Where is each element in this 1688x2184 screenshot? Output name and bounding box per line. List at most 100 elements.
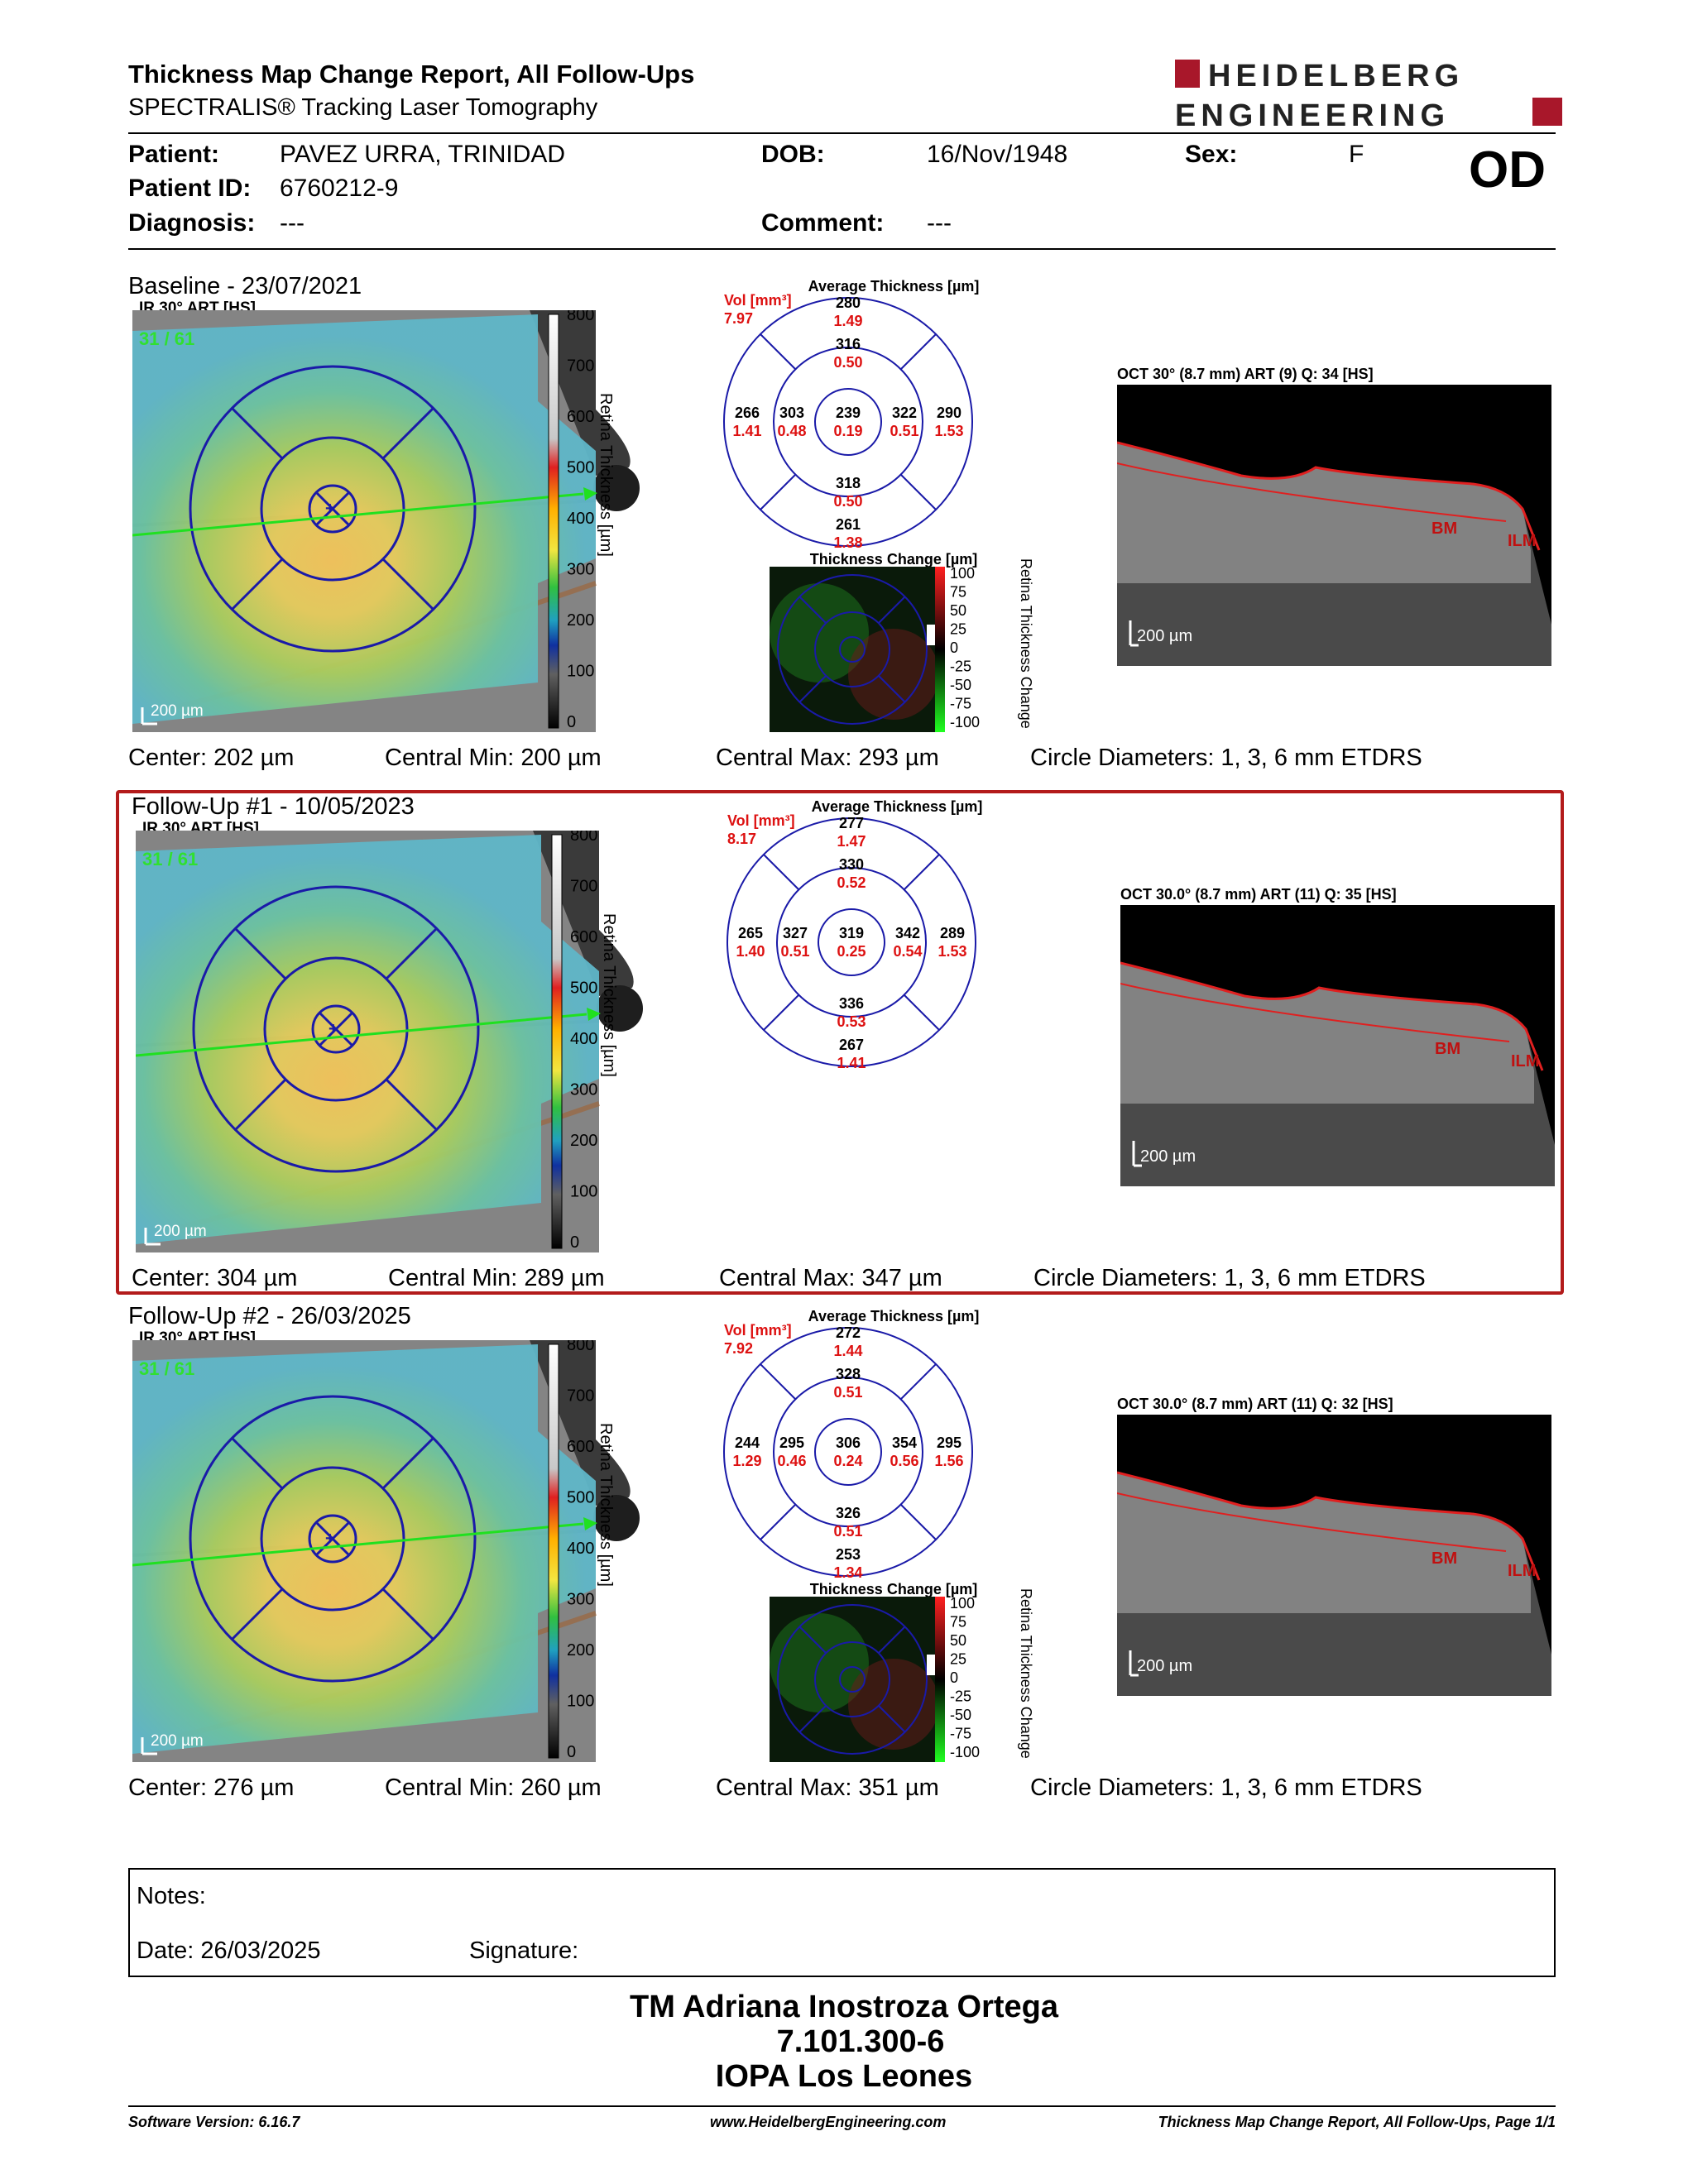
footer-divider — [128, 2105, 1556, 2107]
volume-value: 8.17 — [727, 831, 757, 847]
scale-tick: 700 — [570, 878, 597, 896]
scale-tick: 300 — [567, 1591, 594, 1609]
etdrs-nas-inner-vol: 0.48 — [777, 423, 806, 439]
sex-label: Sex: — [1185, 141, 1238, 168]
scale-tick: 100 — [567, 663, 594, 681]
ilm-label: ILM — [1508, 532, 1536, 550]
patient-divider — [128, 248, 1556, 250]
scale-tick: 600 — [567, 1438, 594, 1456]
frame-counter: 31 / 61 — [142, 849, 198, 869]
bm-label: BM — [1431, 520, 1457, 538]
comment-label: Comment: — [761, 209, 885, 237]
ilm-label: ILM — [1508, 1562, 1536, 1580]
etdrs-sup-outer: 280 — [836, 295, 861, 311]
notes-label: Notes: — [137, 1883, 206, 1909]
etdrs-grid: 272 1.44 328 0.51 244 1.29 295 0.46 306 … — [723, 1324, 973, 1581]
etdrs-tmp-inner: 322 — [892, 405, 917, 421]
scale-title: Retina Thickness [µm] — [600, 913, 618, 1077]
patient-id: 6760212-9 — [280, 175, 399, 202]
scale-tick: 200 — [570, 1132, 597, 1150]
website-link[interactable]: www.HeidelbergEngineering.com — [710, 2114, 947, 2130]
volume-block: Vol [mm³] 7.97 — [724, 291, 792, 328]
tc-scale-tick: -75 — [950, 1726, 971, 1742]
etdrs-nas-outer-vol: 1.41 — [732, 423, 761, 439]
tc-scale-tick: 0 — [950, 1669, 958, 1686]
svg-text:+: + — [325, 500, 335, 518]
etdrs-grid: 277 1.47 330 0.52 265 1.40 327 0.51 319 … — [727, 815, 976, 1071]
etdrs-inf-outer-vol: 1.38 — [833, 534, 862, 551]
thickness-change-title: Thickness Change [µm] — [809, 551, 978, 568]
scale-tick: 300 — [570, 1081, 597, 1099]
svg-text:+: + — [325, 1530, 335, 1548]
etdrs-tmp-inner: 342 — [895, 925, 920, 941]
scale-tick: 100 — [567, 1693, 594, 1711]
volume-label: Vol [mm³] — [724, 1322, 792, 1339]
heidelberg-logo: HEIDELBERG ENGINEERING — [1175, 59, 1562, 132]
diagnosis-label: Diagnosis: — [128, 209, 256, 237]
etdrs-inf-outer: 253 — [836, 1546, 861, 1563]
etdrs-center-vol: 0.24 — [833, 1453, 862, 1469]
map-scale-bar: 200 µm — [154, 1223, 207, 1240]
exam-section: Baseline - 23/07/2021 IR 30° ART [HS] — [116, 273, 1564, 778]
signer-place: IOPA Los Leones — [715, 2059, 973, 2094]
eye-indicator: OD — [1469, 141, 1546, 199]
scale-tick: 800 — [567, 1340, 594, 1354]
thickness-change-map — [770, 567, 935, 732]
tc-scale-tick: -50 — [950, 677, 971, 693]
signature-label: Signature: — [469, 1937, 579, 1964]
patient-id-label: Patient ID: — [128, 175, 252, 202]
tc-scale-tick: 75 — [950, 1614, 966, 1631]
scale-title: Retina Thickness [µm] — [597, 1423, 615, 1587]
oct-bscan: BM ILM 200 µm — [1117, 1415, 1551, 1696]
scale-tick: 100 — [570, 1183, 597, 1201]
oct-label: OCT 30.0° (8.7 mm) ART (11) Q: 35 [HS] — [1120, 886, 1397, 903]
etdrs-tmp-inner-vol: 0.51 — [890, 423, 918, 439]
tc-scale-tick: 50 — [950, 602, 966, 619]
scale-tick: 0 — [567, 1743, 576, 1761]
tc-scale-tick: 25 — [950, 1651, 966, 1668]
etdrs-tmp-outer-vol: 1.53 — [938, 943, 966, 960]
etdrs-sup-outer: 272 — [836, 1324, 861, 1341]
scale-tick: 300 — [567, 561, 594, 579]
etdrs-inf-outer: 261 — [836, 516, 861, 533]
etdrs-sup-inner-vol: 0.50 — [833, 354, 862, 371]
etdrs-tmp-outer: 290 — [937, 405, 961, 421]
etdrs-sup-inner-vol: 0.52 — [837, 874, 866, 891]
etdrs-tmp-outer-vol: 1.53 — [934, 423, 963, 439]
etdrs-inf-inner: 336 — [839, 995, 864, 1012]
etdrs-inf-outer-vol: 1.41 — [837, 1055, 866, 1071]
etdrs-sup-outer-vol: 1.49 — [833, 313, 862, 329]
etdrs-sup-outer: 277 — [839, 815, 864, 831]
scale-tick: 800 — [567, 310, 594, 324]
thickness-change-map — [770, 1597, 935, 1762]
center-value: Center: 202 µm — [128, 745, 295, 771]
etdrs-center: 239 — [836, 405, 861, 421]
central-max-value: Central Max: 351 µm — [716, 1774, 939, 1801]
scale-tick: 0 — [570, 1233, 579, 1252]
etdrs-nas-inner: 303 — [779, 405, 804, 421]
etdrs-nas-outer: 244 — [735, 1434, 760, 1451]
dob-label: DOB: — [761, 141, 825, 168]
exam-title: Follow-Up #1 - 10/05/2023 — [132, 793, 415, 820]
frame-counter: 31 / 61 — [139, 328, 194, 349]
etdrs-inf-inner-vol: 0.50 — [833, 493, 862, 510]
tc-scale-tick: -100 — [950, 1744, 980, 1760]
volume-block: Vol [mm³] 8.17 — [727, 812, 795, 848]
sex-value: F — [1349, 141, 1364, 168]
circle-diameters: Circle Diameters: 1, 3, 6 mm ETDRS — [1030, 745, 1422, 771]
exam-title: Follow-Up #2 - 26/03/2025 — [128, 1303, 411, 1329]
diagnosis-value: --- — [280, 209, 305, 237]
dob-value: 16/Nov/1948 — [927, 141, 1068, 168]
etdrs-sup-outer-vol: 1.44 — [833, 1343, 862, 1359]
etdrs-sup-outer-vol: 1.47 — [837, 833, 866, 850]
scale-tick: 200 — [567, 611, 594, 630]
scale-title-wrap: Retina Thickness [µm] — [594, 393, 619, 641]
volume-value: 7.92 — [724, 1340, 754, 1357]
etdrs-sup-inner: 328 — [836, 1366, 861, 1382]
ilm-label: ILM — [1511, 1052, 1539, 1070]
average-thickness-title: Average Thickness [µm] — [808, 278, 980, 295]
exam-section: Follow-Up #1 - 10/05/2023 IR 30° ART [HS… — [116, 790, 1564, 1295]
scale-tick: 800 — [570, 831, 597, 845]
etdrs-inf-inner-vol: 0.53 — [837, 1013, 866, 1030]
etdrs-inf-inner-vol: 0.51 — [833, 1523, 862, 1540]
